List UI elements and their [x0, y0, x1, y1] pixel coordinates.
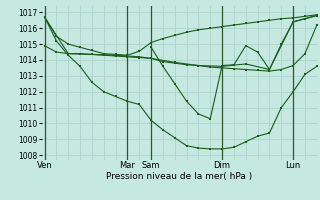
X-axis label: Pression niveau de la mer( hPa ): Pression niveau de la mer( hPa ): [106, 172, 252, 181]
